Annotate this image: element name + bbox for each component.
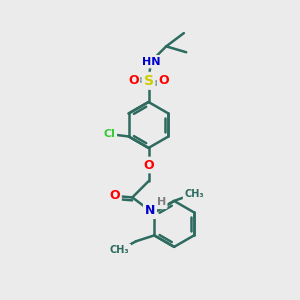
Text: H: H [157, 197, 166, 207]
Text: HN: HN [142, 57, 160, 67]
Text: O: O [143, 158, 154, 172]
Text: CH₃: CH₃ [184, 189, 204, 199]
Text: N: N [145, 204, 155, 217]
Text: CH₃: CH₃ [110, 245, 130, 255]
Text: O: O [158, 74, 169, 87]
Text: CH₃: CH₃ [184, 189, 204, 199]
Text: O: O [128, 74, 139, 87]
Text: O: O [110, 189, 120, 203]
Text: Cl: Cl [103, 129, 116, 139]
Text: S: S [143, 74, 154, 88]
